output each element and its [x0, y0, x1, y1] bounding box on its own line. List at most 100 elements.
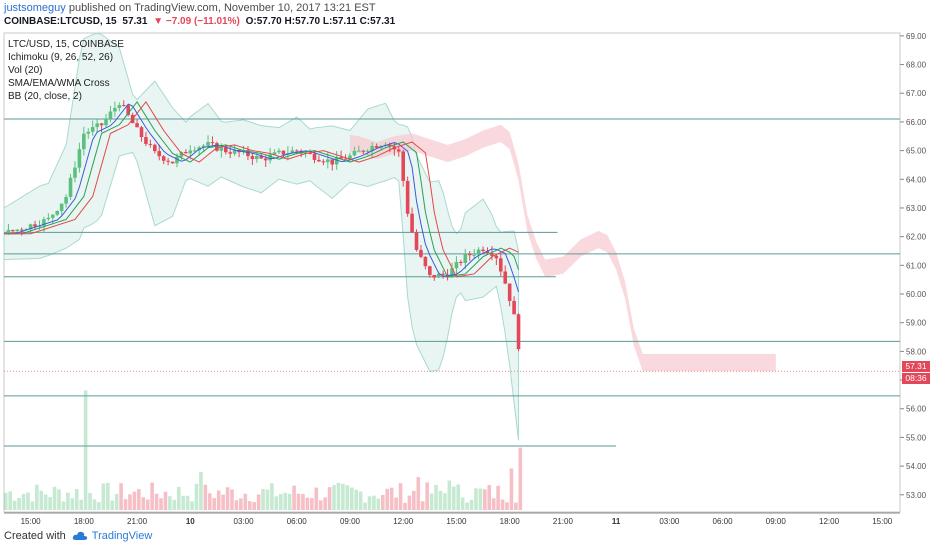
- candle-body: [388, 144, 392, 147]
- candle-body: [117, 105, 122, 108]
- candle-body: [170, 161, 175, 164]
- candle-body: [281, 150, 286, 155]
- candle-body: [326, 159, 330, 163]
- candle-body: [179, 152, 184, 157]
- volume-bar: [265, 489, 270, 510]
- volume-bar: [283, 492, 288, 510]
- candle-body: [19, 229, 24, 231]
- candle-body: [432, 274, 437, 278]
- x-tick-label: 09:00: [766, 517, 787, 526]
- volume-bar: [438, 490, 443, 510]
- candle-body: [42, 219, 46, 226]
- candle-body: [241, 150, 246, 153]
- volume-bar: [372, 495, 376, 510]
- price-chart[interactable]: 69.00 68.00 67.00 66.00 65.00 64.00 63.00 62.00…: [0, 31, 932, 531]
- legend-title: LTC/USD, 15, COINBASE: [8, 39, 124, 50]
- volume-bar: [30, 501, 35, 510]
- volume-bar: [412, 490, 416, 510]
- volume-bar: [389, 487, 394, 510]
- candle-body: [339, 157, 343, 159]
- volume-bar: [274, 496, 279, 510]
- candle-body: [352, 150, 357, 156]
- y-tick-label: 66.00: [906, 118, 927, 127]
- candle-body: [441, 273, 445, 275]
- y-tick-label: 63.00: [906, 204, 927, 213]
- volume-bar: [70, 498, 75, 510]
- candle-body: [361, 150, 366, 152]
- volume-bar: [216, 490, 221, 510]
- candle-body: [485, 251, 490, 254]
- candle-body: [259, 156, 264, 159]
- volume-bar: [163, 491, 168, 510]
- candle-body: [33, 224, 37, 227]
- legend-volume[interactable]: Vol (20): [8, 65, 43, 76]
- tradingview-logo[interactable]: TradingView: [72, 530, 152, 542]
- candle-body: [507, 283, 512, 301]
- volume-bar: [323, 497, 327, 510]
- volume-bar: [221, 494, 225, 510]
- volume-bar: [301, 493, 305, 510]
- candle-body: [450, 268, 454, 278]
- volume-bar: [341, 483, 345, 510]
- volume-bar: [97, 502, 101, 510]
- volume-bar: [39, 490, 44, 510]
- candle-body: [148, 143, 153, 145]
- candle-body: [512, 300, 516, 315]
- volume-bar: [456, 484, 461, 510]
- volume-bar: [208, 493, 212, 510]
- candle-body: [215, 143, 219, 151]
- author-link[interactable]: justsomeguy: [4, 2, 66, 14]
- candle-body: [454, 261, 459, 269]
- volume-bar: [79, 499, 83, 510]
- volume-bar: [239, 498, 243, 510]
- volume-bar: [83, 390, 88, 510]
- x-tick-label: 09:00: [340, 517, 361, 526]
- volume-bar: [92, 499, 97, 510]
- candle-body: [73, 167, 77, 178]
- candle-body: [294, 150, 299, 152]
- candle-body: [161, 156, 166, 161]
- candle-body: [139, 127, 144, 138]
- volume-bar: [12, 500, 17, 510]
- x-tick-label: 18:00: [500, 517, 521, 526]
- volume-bar: [407, 495, 412, 510]
- volume-bar: [509, 468, 514, 510]
- chart-header: justsomeguy published on TradingView.com…: [0, 0, 932, 32]
- plot-frame: [3, 32, 901, 513]
- candle-body: [481, 249, 485, 252]
- volume-bar: [176, 486, 181, 510]
- candle-body: [68, 177, 73, 197]
- x-tick-label: 15:00: [21, 517, 42, 526]
- published-text: published on TradingView.com, November 1…: [68, 2, 376, 14]
- created-with-label: Created with: [4, 530, 66, 542]
- candle-body: [410, 213, 414, 233]
- x-tick-label: 11: [612, 517, 621, 526]
- candle-body: [414, 232, 419, 250]
- legend-ma-cross[interactable]: SMA/EMA/WMA Cross: [8, 78, 110, 89]
- volume-bar: [3, 492, 8, 510]
- candle-body: [157, 151, 162, 157]
- volume-bar: [243, 493, 248, 510]
- volume-bar: [230, 489, 234, 510]
- legend-bollinger[interactable]: BB (20, close, 2): [8, 91, 82, 102]
- symbol-quote: COINBASE:LTCUSD, 15 57.31 ▼ −7.09 (−11.0…: [4, 16, 398, 27]
- candle-body: [108, 111, 113, 119]
- candle-body: [396, 149, 401, 152]
- legend-ichimoku[interactable]: Ichimoku (9, 26, 52, 26): [8, 52, 114, 63]
- volume-bar: [17, 497, 21, 510]
- volume-bar: [443, 493, 447, 510]
- candle-body: [99, 123, 104, 126]
- candle-body: [419, 249, 423, 257]
- candle-body: [144, 137, 148, 144]
- candle-body: [210, 142, 215, 144]
- y-tick-label: 67.00: [906, 89, 927, 98]
- volume-bar: [26, 492, 30, 510]
- candle-body: [46, 217, 51, 220]
- volume-bar: [483, 489, 487, 510]
- bollinger-band: [3, 32, 520, 441]
- volume-bar: [518, 447, 523, 510]
- x-tick-label: 12:00: [819, 517, 840, 526]
- volume-bar: [194, 483, 199, 510]
- y-tick-label: 65.00: [906, 147, 927, 156]
- candle-body: [188, 150, 193, 154]
